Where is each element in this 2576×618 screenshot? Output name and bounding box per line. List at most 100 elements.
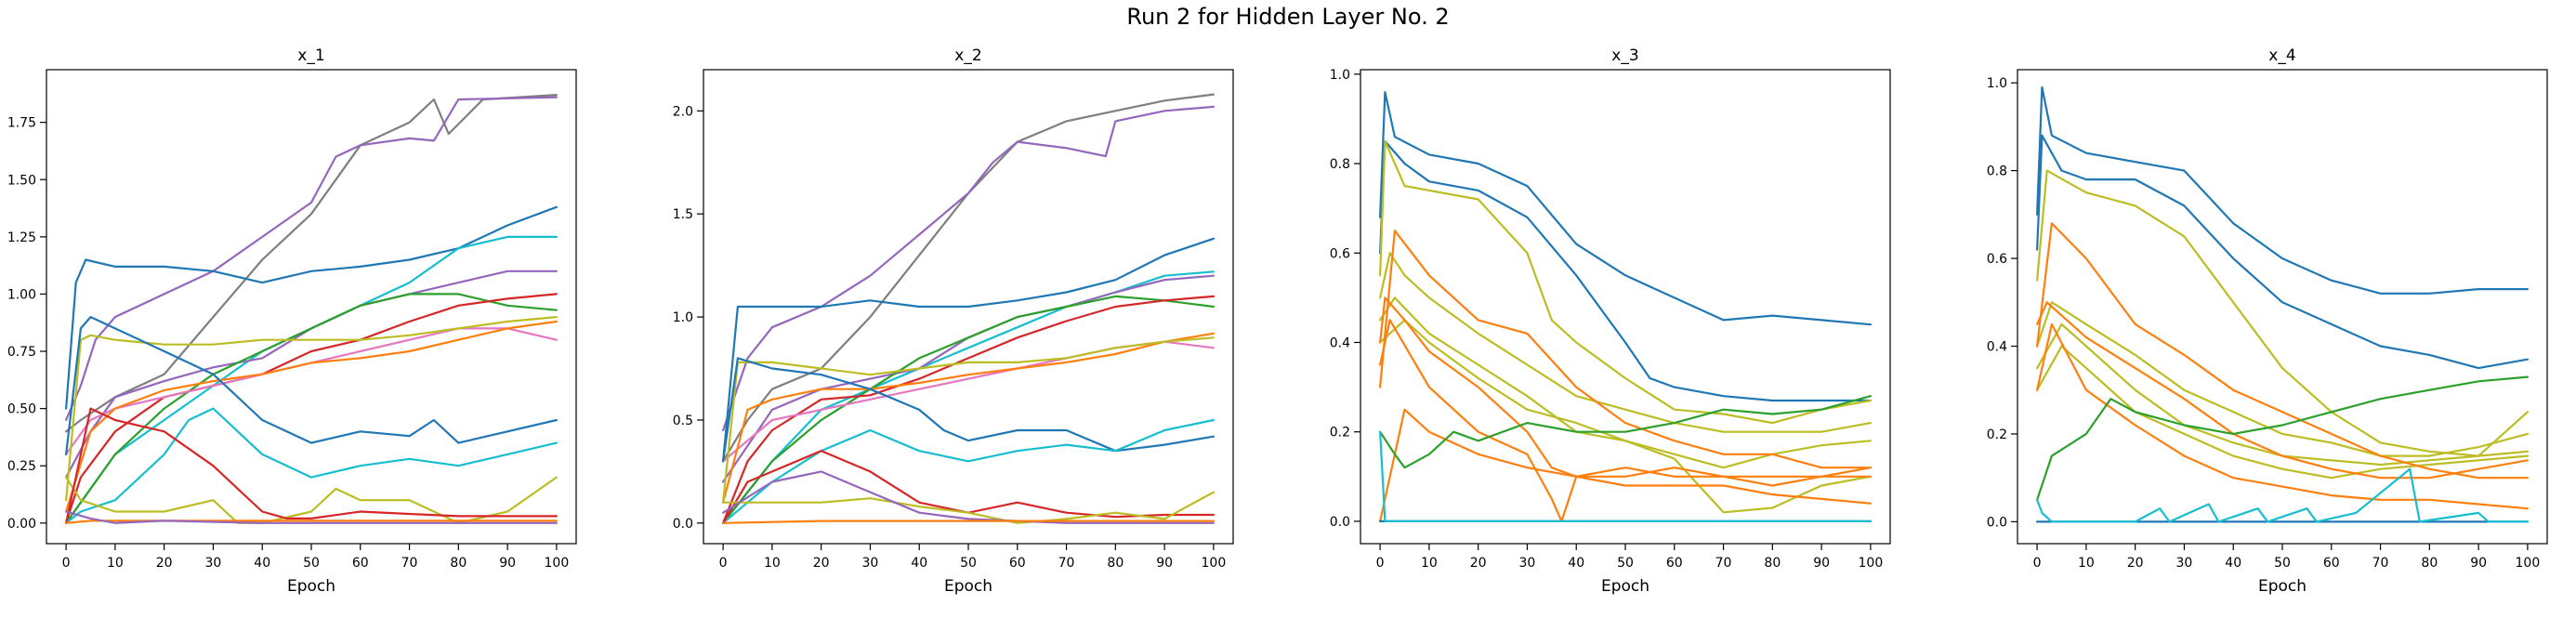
series-line-4 — [722, 270, 1215, 524]
x-tick-label: 20 — [813, 556, 830, 571]
series-line-7 — [65, 293, 558, 524]
x-tick-label: 30 — [2176, 556, 2193, 571]
series-line-7 — [722, 295, 1215, 524]
series-line-6 — [2036, 345, 2529, 480]
x-axis-label: Epoch — [287, 577, 335, 596]
x-tick-label: 100 — [1202, 556, 1227, 571]
x-tick-label: 10 — [2078, 556, 2095, 571]
x-tick-label: 70 — [401, 556, 418, 571]
series-line-1 — [1379, 91, 1872, 326]
series-line-9 — [722, 332, 1215, 504]
series-line-12 — [65, 407, 558, 524]
series-line-3 — [722, 237, 1215, 463]
series-line-11 — [722, 357, 1215, 463]
x-tick-label: 40 — [254, 556, 270, 571]
subplot-title: x_2 — [954, 46, 981, 65]
series-line-5 — [1379, 296, 1872, 469]
x-tick-label: 50 — [1617, 556, 1634, 571]
series-line-10 — [722, 336, 1215, 504]
x-axis-label: Epoch — [2258, 577, 2307, 596]
x-tick-label: 60 — [1666, 556, 1683, 571]
series-line-16 — [65, 510, 558, 524]
x-tick-label: 0 — [719, 556, 728, 571]
series-line-10 — [1379, 408, 1872, 522]
series-line-14 — [65, 407, 558, 524]
series-line-1 — [722, 93, 1215, 463]
x-tick-label: 90 — [2470, 556, 2487, 571]
subplot-title: x_4 — [2268, 46, 2295, 65]
series-line-4 — [1379, 252, 1872, 433]
series-line-5 — [65, 270, 558, 479]
series-line-1 — [65, 94, 558, 433]
axes-frame — [2017, 69, 2548, 545]
x-tick-label: 100 — [1859, 556, 1884, 571]
x-tick-label: 90 — [499, 556, 516, 571]
series-line-12 — [2036, 467, 2529, 523]
series-line-2 — [65, 96, 558, 422]
series-line-11 — [65, 316, 558, 455]
series-line-13 — [1379, 430, 1872, 522]
x-tick-label: 60 — [352, 556, 369, 571]
y-tick-label: 1.0 — [1330, 68, 1350, 83]
x-tick-label: 0 — [2033, 556, 2042, 571]
x-tick-label: 80 — [450, 556, 467, 571]
series-line-6 — [1379, 319, 1872, 514]
y-tick-label: 2.0 — [673, 104, 693, 119]
series-line-2 — [722, 105, 1215, 432]
series-group — [1379, 91, 1872, 522]
y-tick-label: 1.50 — [7, 173, 36, 188]
x-tick-label: 10 — [764, 556, 781, 571]
y-tick-label: 0.4 — [1987, 340, 2007, 355]
series-line-7 — [2036, 222, 2529, 480]
y-tick-label: 0.0 — [1987, 515, 2007, 530]
x-tick-label: 10 — [107, 556, 124, 571]
x-tick-label: 60 — [2323, 556, 2340, 571]
subplot-1: 0 10 20 30 40 50 60 70 80 90 100 0.00 0.25 0.50 0.75 1.… — [7, 46, 577, 596]
x-tick-label: 70 — [2372, 556, 2389, 571]
x-tick-label: 40 — [1568, 556, 1584, 571]
y-tick-label: 0.8 — [1987, 164, 2007, 179]
series-line-8 — [65, 327, 558, 455]
x-tick-label: 40 — [2225, 556, 2241, 571]
series-group — [2036, 85, 2529, 523]
series-line-8 — [1379, 296, 1872, 478]
series-line-2 — [2036, 134, 2529, 370]
y-tick-label: 0.75 — [7, 345, 36, 360]
x-tick-label: 80 — [1764, 556, 1781, 571]
x-tick-label: 90 — [1156, 556, 1173, 571]
x-axis-label: Epoch — [944, 577, 992, 596]
series-line-15 — [65, 519, 558, 524]
series-line-5 — [2036, 322, 2529, 467]
series-line-9 — [1379, 319, 1872, 522]
series-line-2 — [1379, 139, 1872, 402]
y-tick-label: 0.4 — [1330, 335, 1350, 350]
x-tick-label: 30 — [862, 556, 879, 571]
series-line-7 — [1379, 230, 1872, 469]
x-tick-label: 20 — [156, 556, 173, 571]
series-line-13 — [65, 476, 558, 524]
series-line-9 — [65, 320, 558, 513]
y-tick-label: 0.5 — [673, 414, 693, 428]
x-tick-label: 60 — [1009, 556, 1026, 571]
series-line-3 — [1379, 139, 1872, 425]
x-tick-label: 100 — [2516, 556, 2541, 571]
x-tick-label: 40 — [911, 556, 927, 571]
y-tick-label: 0.2 — [1987, 427, 2007, 442]
series-line-4 — [2036, 301, 2529, 457]
y-tick-label: 0.6 — [1330, 246, 1350, 261]
y-tick-label: 0.8 — [1330, 157, 1350, 172]
subplot-title: x_1 — [297, 46, 324, 65]
x-tick-label: 10 — [1421, 556, 1438, 571]
y-tick-label: 1.75 — [7, 116, 36, 131]
figure-title: Run 2 for Hidden Layer No. 2 — [1126, 4, 1450, 30]
x-tick-label: 80 — [1107, 556, 1124, 571]
subplot-title: x_3 — [1611, 46, 1638, 65]
x-tick-label: 70 — [1058, 556, 1075, 571]
series-line-12 — [722, 418, 1215, 524]
series-group — [65, 94, 558, 524]
series-line-10 — [65, 316, 558, 502]
series-line-3 — [65, 205, 558, 410]
x-tick-label: 30 — [205, 556, 222, 571]
